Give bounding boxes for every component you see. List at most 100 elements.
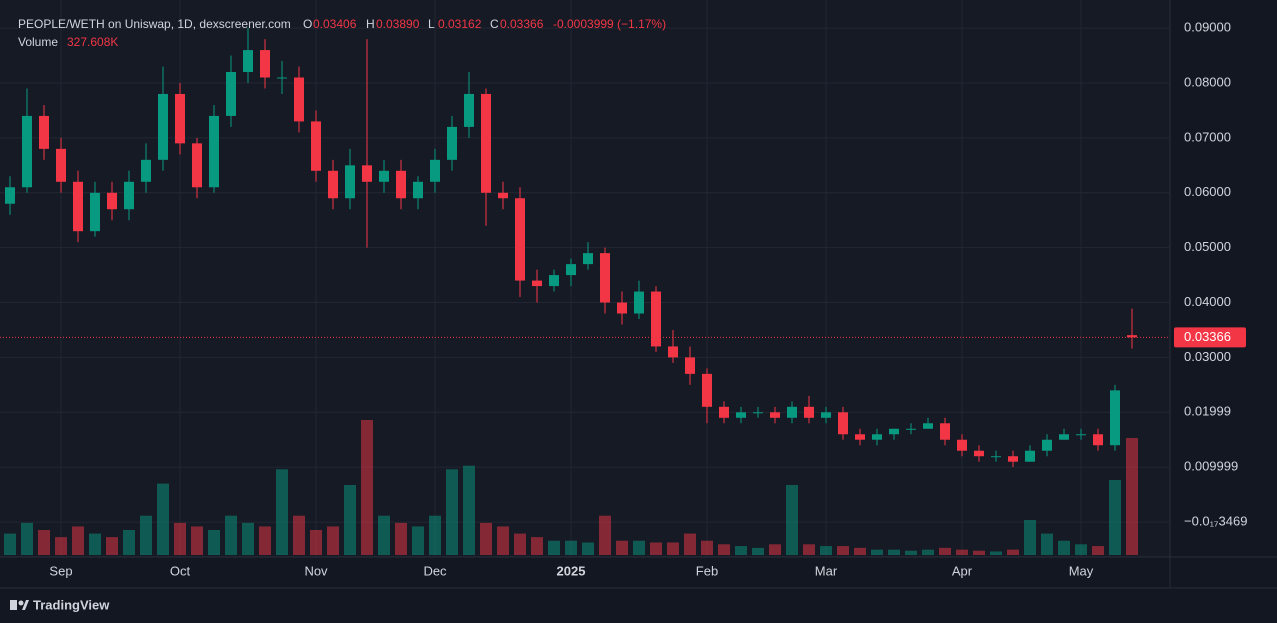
volume-bar [905,550,917,555]
candle-body [838,412,848,435]
volume-bar [939,547,951,555]
legend-key: O [303,17,312,31]
candle-body [1059,434,1069,440]
volume-bar [1058,540,1070,555]
legend-key: H [366,17,375,31]
volume-bar [191,526,203,555]
candle-body [753,412,763,414]
candle-body [396,170,406,199]
volume-bar [276,469,288,555]
x-tick-label: 2025 [557,563,586,578]
volume-bar [922,549,934,555]
volume-bar [38,530,50,555]
volume-bar [208,530,220,555]
candle-body [413,181,423,199]
candle-body [39,115,49,149]
candle-body [736,412,746,418]
candle-body [532,280,542,287]
volume-bar [973,550,985,555]
candle-body [158,93,168,160]
volume-bar [616,540,628,555]
candle-body [583,253,593,265]
candle-body [685,357,695,374]
volume-bar [429,515,441,555]
candle-body [447,126,457,160]
volume-bar [514,533,526,555]
candle-body [430,159,440,182]
volume-bar [956,549,968,555]
candle-body [549,275,559,287]
candle-body [940,423,950,440]
volume-bar [888,549,900,555]
candle-body [73,181,83,232]
candle-body [141,159,151,182]
y-tick-label: 0.06000 [1184,184,1231,199]
y-tick-label: 0.009999 [1184,459,1238,474]
candle-body [804,406,814,418]
candle-body [294,77,304,122]
y-tick-label: 0.07000 [1184,129,1231,144]
candle-body [957,439,967,451]
x-tick-label: Apr [952,563,973,578]
logo [10,600,29,610]
volume-bar [378,515,390,555]
candle-body [906,428,916,430]
candle-body [702,373,712,407]
volume-bar [21,522,33,555]
candle-body [566,264,576,276]
chart-title: PEOPLE/WETH on Uniswap, 1D, dexscreener.… [18,17,291,31]
volume-bar [327,526,339,555]
candle-body [22,115,32,188]
candle-body [1025,450,1035,462]
candle-body [1093,434,1103,446]
candle-body [226,72,236,116]
candle-body [56,148,66,182]
volume-bar [480,522,492,555]
volume-bar [837,546,849,555]
volume-bar [259,526,271,555]
candle-body [617,302,627,314]
candle-body [872,434,882,440]
volume-bar [310,530,322,555]
candle-body [345,165,355,199]
candle-body [328,170,338,199]
volume-bar [735,546,747,555]
x-tick-label: May [1069,563,1094,578]
volume-bar [106,537,118,555]
x-tick-label: Dec [423,563,447,578]
volume-bar [140,515,152,555]
x-tick-label: Sep [49,563,72,578]
candle-body [889,428,899,435]
candle-body [90,192,100,232]
volume-bar [1024,520,1036,555]
pane [0,0,1170,557]
volume-bar [599,515,611,555]
volume-bar [463,465,475,555]
volume-bar [871,549,883,555]
volume-bar [497,526,509,555]
candle-body [192,143,202,188]
volume-bar [990,551,1002,555]
volume-bar [157,483,169,555]
legend-key: L [428,17,435,31]
volume-bar [395,522,407,555]
volume-bar [89,533,101,555]
legend-value: 0.03366 [500,17,544,31]
candle-body [311,121,321,171]
candle-body [821,412,831,418]
volume-bar [174,522,186,555]
candle-body [651,291,661,347]
x-tick-label: Nov [304,563,328,578]
volume-bar [225,515,237,555]
candle-body [5,187,15,204]
volume-bar [1007,549,1019,555]
candle-body [175,93,185,144]
y-tick-label: 0.08000 [1184,74,1231,89]
volume-bar [412,526,424,555]
legend-key: C [490,17,499,31]
x-tick-label: Feb [696,563,718,578]
candle-body [600,253,610,303]
volume-bar [1041,533,1053,555]
y-tick-label: 0.09000 [1184,20,1231,35]
